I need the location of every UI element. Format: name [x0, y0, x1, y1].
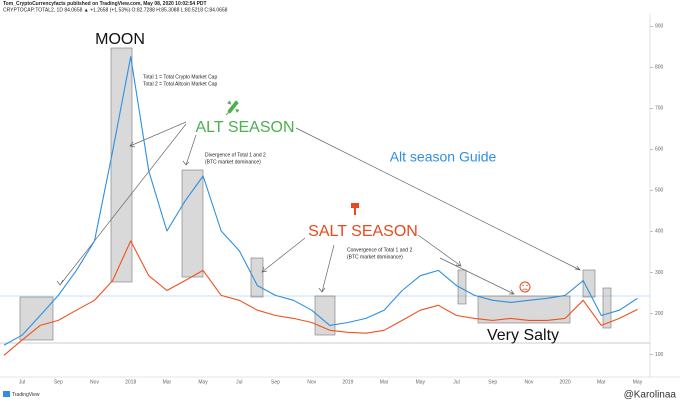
- x-tick-label: Sep: [271, 379, 280, 385]
- y-tick-label: 400: [655, 229, 664, 235]
- credit: @Karolinaa: [624, 390, 677, 401]
- x-tick-label: May: [198, 379, 208, 385]
- x-tick-label: 2020: [560, 379, 571, 385]
- sad-face-icon: [519, 281, 531, 293]
- y-tick-label: 700: [655, 106, 664, 112]
- moon-label: MOON: [95, 31, 145, 48]
- y-tick-label: 100: [655, 352, 664, 358]
- x-tick-label: Mar: [380, 379, 389, 385]
- arrow: [261, 237, 306, 273]
- arrow: [182, 134, 197, 166]
- x-tick-label: Sep: [54, 379, 63, 385]
- note: Total 2 = Total Altcoin Market Cap: [143, 81, 217, 87]
- x-tick-label: Jul: [236, 379, 242, 385]
- x-tick-label: Nov: [524, 379, 533, 385]
- plot: 100 200 300 400 500 600 700 800 900 Jul Sep Nov 2018…: [3, 24, 664, 385]
- x-tick-label: 2019: [342, 379, 353, 385]
- x-tick-label: Nov: [90, 379, 99, 385]
- x-tick-label: Sep: [488, 379, 497, 385]
- guide-label: Alt season Guide: [390, 149, 497, 165]
- x-tick-label: Jul: [19, 379, 25, 385]
- y-tick-label: 900: [655, 24, 664, 30]
- arrow: [417, 234, 462, 267]
- box: [582, 269, 596, 298]
- x-tick-label: May: [633, 379, 643, 385]
- x-tick-label: Nov: [307, 379, 316, 385]
- x-tick-label: Jul: [453, 379, 459, 385]
- y-tick-label: 200: [655, 311, 664, 317]
- brand: TradingView: [12, 392, 40, 398]
- arrow: [129, 121, 187, 148]
- note: Divergence of Total 1 and 2: [205, 152, 266, 158]
- y-tick-label: 800: [655, 65, 664, 71]
- arrow: [439, 257, 515, 295]
- note: (BTC market dominance): [205, 159, 261, 165]
- salt-season-label: SALT SEASON: [308, 223, 418, 240]
- y-tick-label: 500: [655, 188, 664, 194]
- publisher-line: Tom_CryptoCurrencyfacts published on Tra…: [3, 1, 207, 7]
- y-tick-label: 300: [655, 270, 664, 276]
- arrow: [295, 127, 581, 271]
- y-tick-label: 600: [655, 147, 664, 153]
- symbol-line: CRYPTOCAP:TOTAL2, 1D 84.0658 ▲ +1.2658 (…: [3, 7, 228, 13]
- x-tick-label: 2018: [125, 379, 136, 385]
- arrows: [56, 121, 581, 295]
- hammer-icon: [351, 203, 359, 215]
- note: Convergence of Total 1 and 2: [347, 247, 412, 253]
- tradingview-logo: [3, 391, 10, 397]
- note: (BTC market dominance): [347, 254, 403, 260]
- arrow: [56, 123, 187, 286]
- box: [181, 169, 204, 278]
- very-salty-label: Very Salty: [487, 327, 559, 344]
- x-tick-label: Mar: [163, 379, 172, 385]
- note: Total 1 = Total Crypto Market Cap: [143, 74, 217, 80]
- arrow: [318, 244, 335, 293]
- series-line: [3, 240, 638, 356]
- x-tick-label: Mar: [597, 379, 606, 385]
- x-tick-label: May: [416, 379, 426, 385]
- alt-season-label: ALT SEASON: [196, 119, 295, 136]
- rocket-icon: [225, 100, 240, 116]
- highlight-boxes: [19, 47, 612, 341]
- box: [602, 287, 612, 329]
- box: [19, 296, 54, 341]
- box: [110, 47, 133, 283]
- series-line: [3, 56, 638, 346]
